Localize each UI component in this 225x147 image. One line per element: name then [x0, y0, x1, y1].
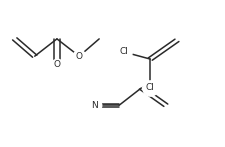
- Text: Cl: Cl: [146, 83, 155, 92]
- Text: N: N: [91, 101, 98, 110]
- Text: O: O: [76, 52, 83, 61]
- Text: O: O: [54, 60, 61, 69]
- Text: Cl: Cl: [119, 47, 128, 56]
